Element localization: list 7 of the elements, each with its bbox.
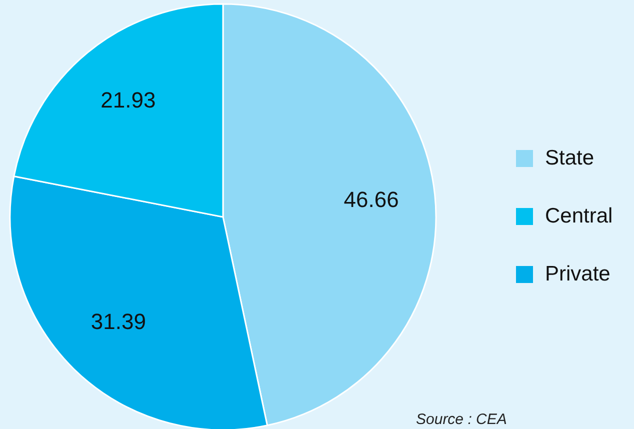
legend-label: Private (545, 262, 610, 286)
source-note: Source : CEA (416, 411, 507, 428)
data-label: 31.39 (90, 309, 146, 334)
legend-label: Central (545, 204, 613, 228)
data-label: 21.93 (100, 88, 156, 113)
legend-label: State (545, 146, 594, 170)
data-label: 46.66 (344, 187, 399, 212)
